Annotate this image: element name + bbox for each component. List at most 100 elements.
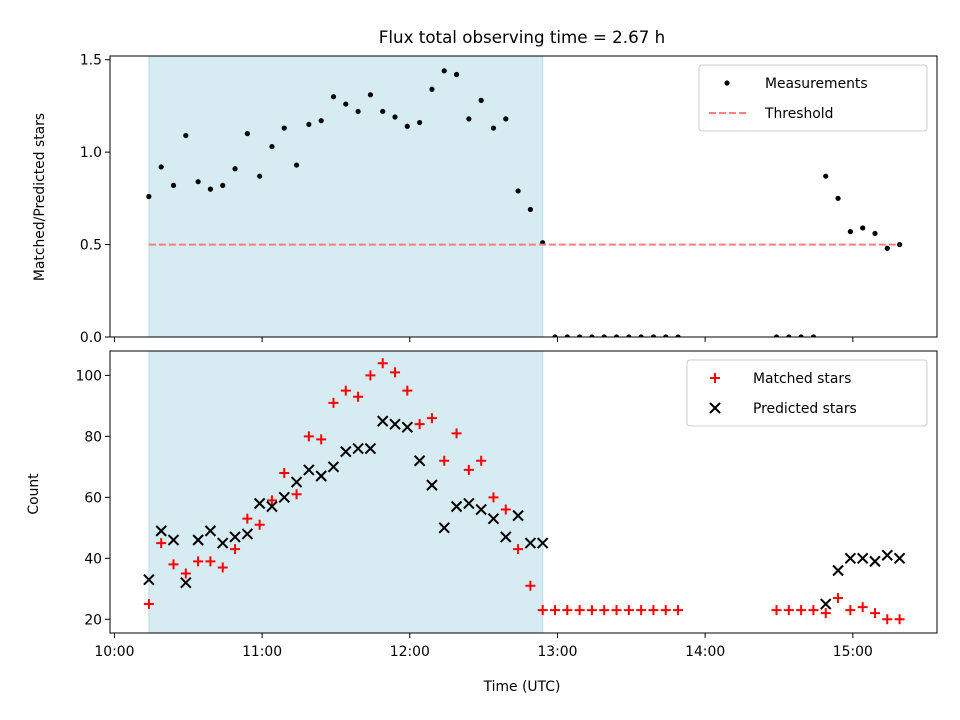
matched-star-point: [673, 605, 684, 616]
measurement-point: [158, 164, 164, 170]
matched-star-point: [488, 492, 499, 503]
predicted-star-point: [155, 525, 167, 537]
bottom-y-tick-label: 40: [84, 551, 102, 567]
bottom-axes-frame: [109, 350, 938, 634]
predicted-star-point: [389, 418, 401, 430]
matched-star-point: [796, 605, 807, 616]
matched-star-point: [525, 580, 536, 591]
predicted-star-point: [438, 522, 450, 534]
matched-star-point: [636, 605, 647, 616]
measurement-point: [896, 241, 903, 248]
matched-star-point: [402, 385, 413, 396]
legend-label: Threshold: [764, 106, 833, 122]
x-tick-label: 12:00: [390, 644, 430, 660]
measurement-point: [417, 119, 423, 126]
matched-star-point: [193, 556, 204, 567]
matched-star-point: [242, 513, 253, 524]
matched-star-point: [550, 605, 561, 616]
x-axis-label: Time (UTC): [483, 679, 561, 695]
measurement-point: [810, 334, 817, 337]
measurement-point: [527, 206, 533, 213]
measurement-point: [146, 193, 152, 200]
bottom-panel: 20 40 60 80 100 10:00 11:00 12:00 13:00 14:00 15:0…: [75, 350, 938, 660]
predicted-star-point: [500, 531, 512, 543]
top-legend: Measurements Threshold: [698, 64, 928, 132]
measurement-point: [589, 334, 595, 337]
predicted-star-point: [303, 464, 315, 476]
predicted-star-point: [856, 552, 869, 565]
measurement-point: [318, 118, 324, 124]
predicted-star-point: [266, 500, 278, 513]
predicted-star-point: [463, 497, 475, 510]
measurement-point: [466, 116, 472, 122]
matched-star-point: [771, 605, 782, 616]
predicted-star-point: [512, 509, 524, 522]
legend-label: Measurements: [765, 76, 868, 92]
matched-star-point: [266, 495, 277, 506]
predicted-star-point: [426, 479, 438, 491]
bottom-legend: Matched stars Predicted stars: [686, 359, 928, 427]
predicted-star-point: [364, 442, 377, 455]
matched-star-point: [316, 434, 327, 445]
predicted-star-point: [217, 537, 229, 549]
matched-star-point: [365, 370, 376, 381]
bottom-observing-shade: [148, 350, 544, 634]
matched-star-point: [156, 538, 167, 549]
top-y-tick-label: 0.0: [80, 330, 102, 346]
matched-star-point: [230, 544, 241, 555]
matched-star-point: [217, 562, 228, 573]
predicted-star-point: [450, 500, 463, 513]
measurement-point: [232, 166, 238, 172]
measurement-point: [552, 334, 558, 337]
predicted-star-point: [881, 549, 893, 561]
matched-star-point: [660, 605, 671, 616]
top-axes-frame: [109, 55, 938, 338]
measurement-point: [847, 229, 853, 235]
predicted-star-point: [487, 512, 500, 525]
measurement-point: [650, 334, 657, 337]
measurement-point: [244, 131, 250, 137]
matched-star-point: [845, 605, 856, 616]
matched-star-point: [390, 367, 401, 378]
predicted-star-point: [352, 442, 364, 455]
predicted-star-point: [475, 503, 487, 516]
chart-title: Flux total observing time = 2.67 h: [379, 27, 665, 47]
predicted-star-point: [253, 497, 266, 510]
top-y-tick-label: 1.5: [80, 53, 102, 69]
matched-star-point: [180, 568, 191, 579]
matched-star-point: [414, 419, 425, 430]
legend-label: Matched stars: [753, 371, 851, 387]
predicted-star-point: [315, 470, 327, 482]
matched-star-point: [500, 504, 511, 515]
bottom-y-tick-label: 100: [75, 368, 102, 384]
matched-star-point: [869, 608, 880, 619]
matched-star-point: [476, 455, 487, 466]
legend-measurement-swatch: [724, 80, 730, 86]
matched-star-point: [537, 605, 548, 616]
matched-star-point: [279, 467, 290, 478]
predicted-star-point: [844, 552, 857, 565]
matched-star-point: [451, 428, 462, 439]
predicted-star-point: [167, 534, 180, 546]
bottom-y-tick-label: 60: [84, 490, 102, 506]
measurement-point: [330, 94, 337, 100]
measurement-point: [306, 121, 312, 128]
measurement-point: [220, 182, 226, 189]
measurement-point: [392, 114, 398, 120]
top-panel: 0.0 0.5 1.0 1.5 Measurements Threshold: [80, 53, 938, 346]
matched-star-point: [611, 605, 622, 616]
matched-star-point: [205, 556, 216, 567]
predicted-star-point: [893, 552, 906, 565]
matched-star-point: [426, 413, 437, 424]
bottom-y-axis-label: Count: [26, 473, 42, 515]
top-observing-shade: [148, 55, 544, 338]
measurement-point: [564, 334, 570, 337]
matched-star-point: [574, 605, 585, 616]
measurement-point: [638, 334, 644, 337]
legend-matched-swatch: [710, 373, 720, 383]
matched-star-point: [439, 455, 450, 466]
measurement-point: [786, 334, 792, 337]
matched-star-point: [463, 464, 474, 475]
matched-star-point: [833, 592, 844, 603]
